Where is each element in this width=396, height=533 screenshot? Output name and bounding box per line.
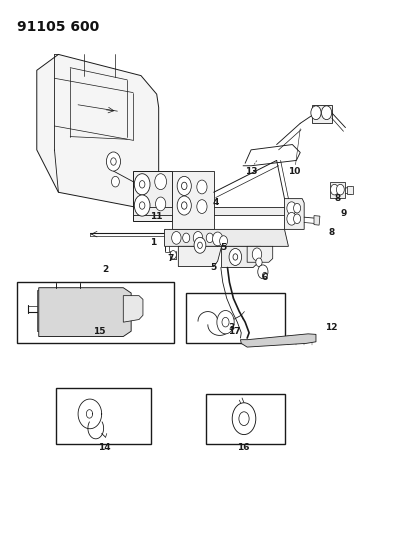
Circle shape: [177, 176, 191, 196]
Circle shape: [213, 232, 223, 246]
Circle shape: [134, 195, 150, 216]
Text: 14: 14: [99, 443, 111, 453]
Circle shape: [181, 182, 187, 190]
Circle shape: [256, 258, 262, 266]
Polygon shape: [330, 182, 345, 198]
Text: 8: 8: [329, 228, 335, 237]
Text: 5: 5: [211, 263, 217, 272]
Polygon shape: [222, 246, 261, 268]
Polygon shape: [314, 216, 320, 225]
Polygon shape: [240, 334, 316, 347]
Circle shape: [232, 403, 256, 434]
Circle shape: [198, 242, 202, 248]
Circle shape: [111, 158, 116, 165]
Polygon shape: [284, 199, 304, 229]
Circle shape: [258, 265, 268, 279]
Circle shape: [222, 317, 229, 327]
Circle shape: [194, 237, 206, 253]
Circle shape: [311, 106, 321, 119]
Circle shape: [139, 202, 145, 209]
Circle shape: [217, 311, 234, 334]
Circle shape: [220, 236, 227, 246]
Circle shape: [229, 248, 242, 265]
Text: 4: 4: [213, 198, 219, 207]
Circle shape: [263, 272, 267, 279]
Circle shape: [331, 184, 338, 195]
Bar: [17, 282, 174, 343]
Circle shape: [112, 176, 119, 187]
Circle shape: [206, 233, 213, 243]
Text: 3: 3: [228, 323, 234, 332]
Text: 91105 600: 91105 600: [17, 20, 99, 34]
Text: 2: 2: [103, 265, 109, 273]
Circle shape: [239, 412, 249, 425]
Polygon shape: [39, 288, 131, 336]
Circle shape: [293, 204, 301, 213]
Text: 11: 11: [150, 212, 163, 221]
Text: 15: 15: [93, 327, 105, 336]
Polygon shape: [37, 54, 159, 208]
Circle shape: [193, 231, 203, 244]
Polygon shape: [172, 171, 214, 229]
Circle shape: [177, 196, 191, 215]
Polygon shape: [247, 246, 273, 262]
Text: 7: 7: [167, 254, 174, 263]
Circle shape: [337, 184, 344, 195]
Bar: [186, 293, 284, 343]
Text: 9: 9: [340, 209, 346, 218]
Bar: [57, 389, 151, 444]
Polygon shape: [133, 207, 284, 215]
Text: 5: 5: [221, 244, 227, 253]
Circle shape: [181, 202, 187, 209]
Circle shape: [197, 180, 207, 194]
Polygon shape: [123, 296, 143, 322]
Text: 10: 10: [288, 166, 301, 175]
Circle shape: [197, 200, 207, 214]
Circle shape: [155, 174, 167, 190]
Circle shape: [183, 233, 190, 243]
Circle shape: [156, 197, 166, 211]
Circle shape: [170, 251, 176, 259]
Text: 1: 1: [150, 238, 156, 247]
Circle shape: [293, 214, 301, 223]
Polygon shape: [312, 105, 332, 123]
Polygon shape: [347, 186, 353, 195]
Polygon shape: [165, 229, 288, 246]
Text: 13: 13: [245, 166, 257, 175]
Text: 17: 17: [228, 327, 240, 336]
Circle shape: [287, 213, 296, 225]
Bar: [206, 394, 284, 444]
Text: 6: 6: [262, 272, 268, 281]
Polygon shape: [37, 290, 39, 331]
Circle shape: [107, 152, 120, 171]
Circle shape: [287, 202, 296, 215]
Circle shape: [322, 106, 332, 119]
Circle shape: [233, 254, 238, 260]
Polygon shape: [133, 171, 172, 221]
Text: 8: 8: [335, 194, 341, 203]
Circle shape: [134, 174, 150, 195]
Circle shape: [252, 248, 262, 261]
Circle shape: [171, 231, 181, 244]
Text: 16: 16: [237, 443, 249, 453]
Text: 12: 12: [326, 323, 338, 332]
Circle shape: [139, 181, 145, 188]
Polygon shape: [178, 246, 222, 266]
